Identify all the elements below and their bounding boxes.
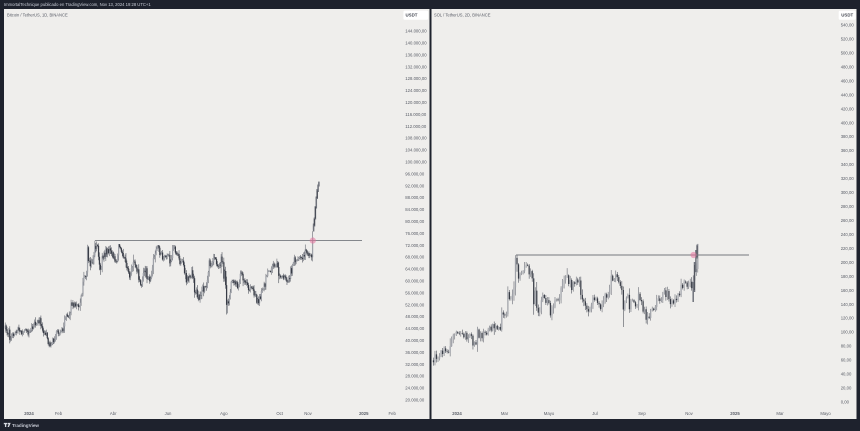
svg-text:200,00: 200,00 (841, 260, 855, 265)
svg-text:128.000,00: 128.000,00 (405, 76, 427, 81)
svg-text:Feb: Feb (389, 411, 397, 416)
svg-text:Mar: Mar (501, 411, 509, 416)
svg-text:160,00: 160,00 (841, 288, 855, 293)
svg-text:44.000,00: 44.000,00 (405, 326, 425, 331)
svg-text:220,00: 220,00 (841, 246, 855, 251)
svg-text:52.000,00: 52.000,00 (405, 302, 425, 307)
svg-text:Mayo: Mayo (544, 411, 555, 416)
svg-text:Jul: Jul (592, 411, 597, 416)
svg-text:USDT: USDT (406, 13, 418, 18)
svg-text:ImmortalTechnique publicado en: ImmortalTechnique publicado en TradingVi… (4, 2, 151, 7)
svg-text:136.000,00: 136.000,00 (405, 52, 427, 57)
svg-text:Sep: Sep (638, 411, 646, 416)
svg-text:180,00: 180,00 (841, 274, 855, 279)
svg-text:2025: 2025 (730, 411, 740, 416)
svg-text:108.000,00: 108.000,00 (405, 136, 427, 141)
svg-text:2025: 2025 (359, 411, 369, 416)
svg-text:140.000,00: 140.000,00 (405, 40, 427, 45)
svg-text:Feb: Feb (55, 411, 63, 416)
svg-text:132.000,00: 132.000,00 (405, 64, 427, 69)
svg-text:36.000,00: 36.000,00 (405, 350, 425, 355)
svg-text:112.000,00: 112.000,00 (405, 124, 427, 129)
svg-text:116.000,00: 116.000,00 (405, 112, 427, 117)
svg-text:Nov: Nov (304, 411, 312, 416)
svg-text:Jun: Jun (165, 411, 172, 416)
svg-text:64.000,00: 64.000,00 (405, 267, 425, 272)
svg-text:540,00: 540,00 (841, 23, 855, 28)
svg-text:84.000,00: 84.000,00 (405, 207, 425, 212)
svg-text:360,00: 360,00 (841, 148, 855, 153)
svg-text:TradingView: TradingView (12, 423, 39, 428)
svg-text:400,00: 400,00 (841, 120, 855, 125)
svg-text:2024: 2024 (452, 411, 462, 416)
svg-text:440,00: 440,00 (841, 92, 855, 97)
svg-text:Bitcoin / TetherUS, 1D, BINANC: Bitcoin / TetherUS, 1D, BINANCE (7, 13, 68, 18)
svg-text:140,00: 140,00 (841, 302, 855, 307)
svg-text:Abr: Abr (110, 411, 117, 416)
svg-text:320,00: 320,00 (841, 176, 855, 181)
svg-text:60.000,00: 60.000,00 (405, 278, 425, 283)
svg-text:500,00: 500,00 (841, 50, 855, 55)
svg-text:300,00: 300,00 (841, 190, 855, 195)
svg-text:92.000,00: 92.000,00 (405, 183, 425, 188)
svg-text:Mayo: Mayo (820, 411, 831, 416)
svg-text:76.000,00: 76.000,00 (405, 231, 425, 236)
svg-text:24.000,00: 24.000,00 (405, 386, 425, 391)
svg-text:96.000,00: 96.000,00 (405, 171, 425, 176)
svg-text:28.000,00: 28.000,00 (405, 374, 425, 379)
svg-text:420,00: 420,00 (841, 106, 855, 111)
svg-text:240,00: 240,00 (841, 232, 855, 237)
svg-text:88.000,00: 88.000,00 (405, 195, 425, 200)
svg-text:144.000,00: 144.000,00 (405, 29, 427, 34)
svg-text:100.000,00: 100.000,00 (405, 159, 427, 164)
svg-text:SOL / TetherUS, 2D, BINANCE: SOL / TetherUS, 2D, BINANCE (434, 13, 491, 18)
svg-text:460,00: 460,00 (841, 78, 855, 83)
svg-text:40,00: 40,00 (841, 372, 852, 377)
svg-text:520,00: 520,00 (841, 37, 855, 42)
svg-text:48.000,00: 48.000,00 (405, 314, 425, 319)
svg-text:Nov: Nov (685, 411, 693, 416)
svg-text:32.000,00: 32.000,00 (405, 362, 425, 367)
svg-text:Mar: Mar (776, 411, 784, 416)
svg-text:72.000,00: 72.000,00 (405, 243, 425, 248)
svg-text:104.000,00: 104.000,00 (405, 148, 427, 153)
svg-text:60,00: 60,00 (841, 358, 852, 363)
svg-text:Ago: Ago (220, 411, 228, 416)
svg-text:20.000,00: 20.000,00 (405, 397, 425, 402)
svg-text:56.000,00: 56.000,00 (405, 290, 425, 295)
svg-text:380,00: 380,00 (841, 134, 855, 139)
svg-text:100,00: 100,00 (841, 330, 855, 335)
svg-text:80.000,00: 80.000,00 (405, 219, 425, 224)
svg-text:340,00: 340,00 (841, 162, 855, 167)
svg-text:120.000,00: 120.000,00 (405, 100, 427, 105)
svg-text:280,00: 280,00 (841, 204, 855, 209)
svg-text:260,00: 260,00 (841, 218, 855, 223)
svg-text:68.000,00: 68.000,00 (405, 255, 425, 260)
svg-text:USDT: USDT (841, 13, 853, 18)
svg-text:80,00: 80,00 (841, 344, 852, 349)
svg-text:124.000,00: 124.000,00 (405, 88, 427, 93)
svg-text:20,00: 20,00 (841, 386, 852, 391)
svg-text:0,00: 0,00 (841, 399, 850, 404)
svg-text:120,00: 120,00 (841, 316, 855, 321)
svg-text:40.000,00: 40.000,00 (405, 338, 425, 343)
svg-text:Oct: Oct (276, 411, 283, 416)
svg-text:2024: 2024 (24, 411, 34, 416)
svg-text:480,00: 480,00 (841, 64, 855, 69)
